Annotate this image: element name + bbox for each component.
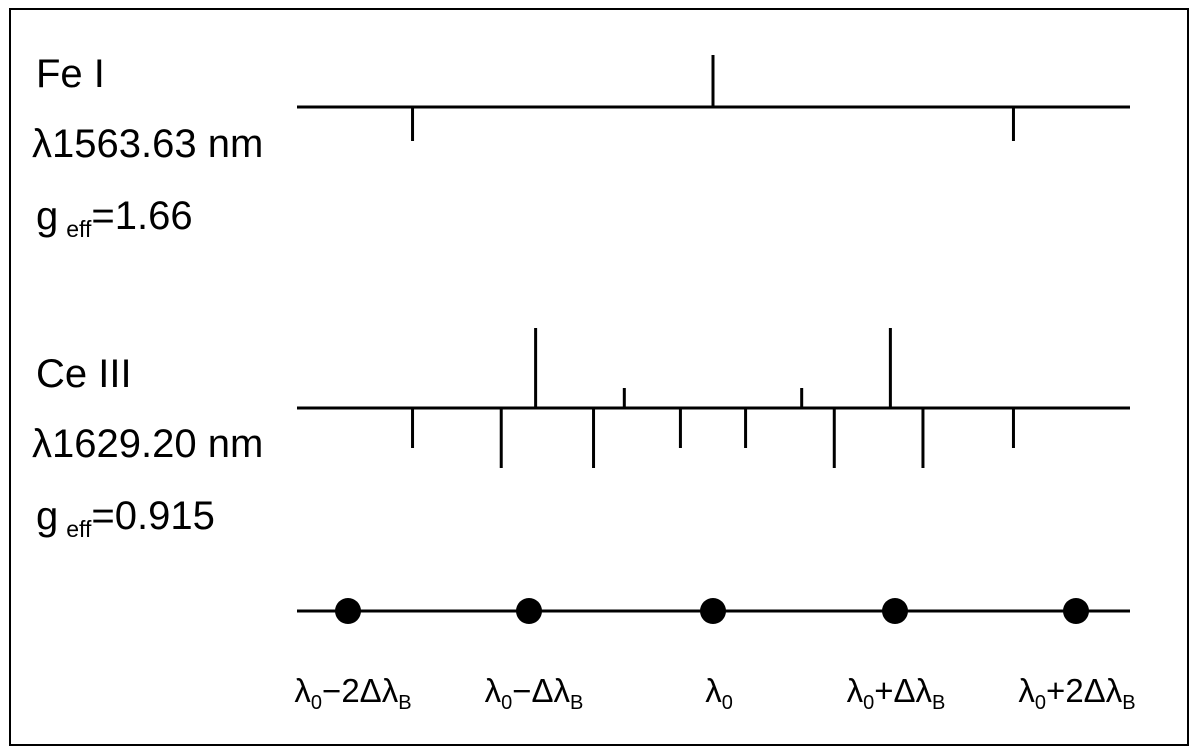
scale-label-1-part-3: B xyxy=(570,692,584,714)
ce-wavelength: λ1629.20 nm xyxy=(32,422,264,466)
scale-label-4-part-0: λ xyxy=(1018,672,1035,709)
fe-wavelength: λ1563.63 nm xyxy=(32,122,264,166)
scale-label-4-part-3: B xyxy=(1122,692,1136,714)
scale-label-3-part-3: B xyxy=(932,692,946,714)
ce-line-name: Ce III xyxy=(36,352,132,396)
scale-label-3: λ0+ΔλB xyxy=(847,674,946,713)
scale-point-1 xyxy=(516,598,542,624)
scale-label-1-part-0: λ xyxy=(484,672,502,709)
scale-label-2-part-0: λ xyxy=(705,672,722,709)
ce-g-symbol: g xyxy=(36,494,59,538)
scale-label-4-part-2: +2Δλ xyxy=(1046,672,1123,709)
fe-g-value: =1.66 xyxy=(91,194,193,238)
ce-g-subscript: eff xyxy=(66,516,92,542)
scale-points xyxy=(335,598,1089,624)
scale-label-0-part-3: B xyxy=(398,692,412,714)
fe-landé-factor: g eff=1.66 xyxy=(36,196,193,241)
scale-point-3 xyxy=(882,598,908,624)
scale-label-4-part-1: 0 xyxy=(1034,692,1047,714)
scale-label-3-part-1: 0 xyxy=(863,692,875,714)
scale-label-1-part-2: −Δλ xyxy=(512,672,571,709)
ce-components xyxy=(411,328,1015,468)
scale-label-3-part-2: +Δλ xyxy=(874,672,933,709)
scale-label-0-part-0: λ xyxy=(294,672,311,709)
fe-g-subscript: eff xyxy=(66,216,92,242)
scale-label-2: λ0 xyxy=(705,674,733,713)
fe-components xyxy=(411,55,1015,141)
scale-label-0: λ0−2ΔλB xyxy=(294,674,411,713)
diagram-frame xyxy=(9,8,1189,746)
scale-label-0-part-2: −2Δλ xyxy=(322,672,399,709)
scale-point-0 xyxy=(335,598,361,624)
scale-label-4: λ0+2ΔλB xyxy=(1018,674,1135,713)
scale-label-1: λ0−ΔλB xyxy=(485,674,584,713)
ce-landé-factor: g eff=0.915 xyxy=(36,496,215,541)
scale-point-4 xyxy=(1063,598,1089,624)
scale-label-2-part-1: 0 xyxy=(721,692,733,714)
scale-label-1-part-1: 0 xyxy=(501,692,513,714)
ce-g-value: =0.915 xyxy=(91,494,215,538)
scale-point-2 xyxy=(700,598,726,624)
fe-line-name: Fe I xyxy=(36,52,105,96)
scale-label-0-part-1: 0 xyxy=(310,692,323,714)
fe-g-symbol: g xyxy=(36,194,59,238)
scale-label-3-part-0: λ xyxy=(846,672,864,709)
